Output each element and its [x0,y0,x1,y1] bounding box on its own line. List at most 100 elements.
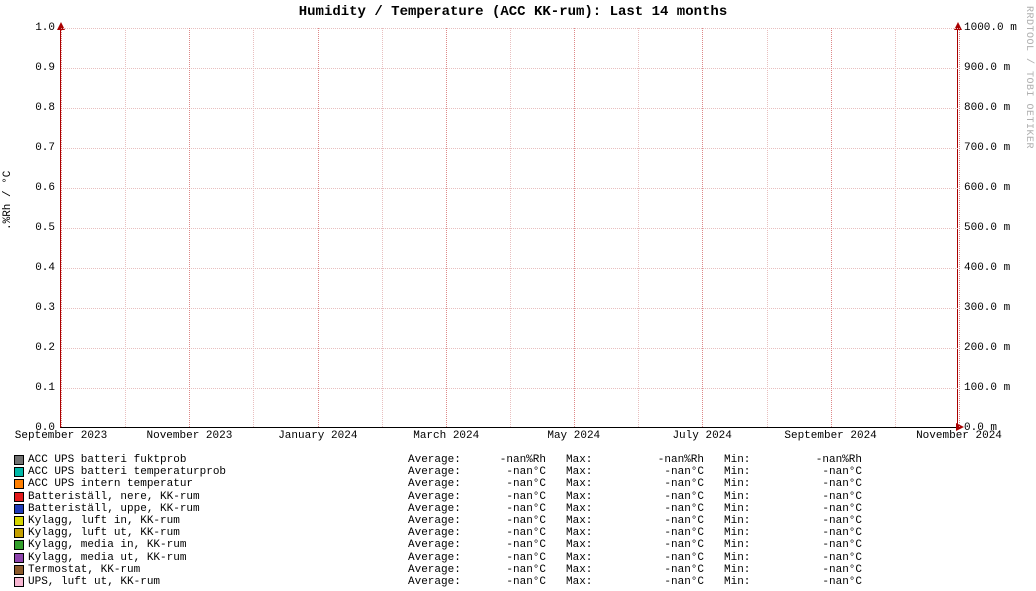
ytick-right-label: 200.0 m [958,342,1028,354]
legend-series-label: ACC UPS intern temperatur [28,478,408,490]
ytick-right-label: 1000.0 m [958,22,1028,34]
legend-stat-key: Min: [724,454,792,466]
ytick-right-label: 300.0 m [958,302,1028,314]
legend-series-label: Kylagg, media ut, KK-rum [28,552,408,564]
legend-stat-value: -nan°C [792,564,862,576]
legend-stat-key: Average: [408,527,476,539]
legend-stat-key: Average: [408,478,476,490]
legend-stat-key: Max: [566,454,634,466]
legend-series-label: ACC UPS batteri temperaturprob [28,466,408,478]
ytick-right-label: 700.0 m [958,142,1028,154]
legend-swatch [14,492,24,502]
legend-row: ACC UPS intern temperaturAverage:-nan°CM… [14,478,1022,490]
legend-stat-key: Average: [408,539,476,551]
ytick-left-label: 0.3 [21,302,61,314]
ytick-right-label: 500.0 m [958,222,1028,234]
legend-stat-value: -nan°C [792,503,862,515]
ytick-right-label: 900.0 m [958,62,1028,74]
legend-swatch [14,467,24,477]
chart-plot-area: 0.00.10.20.30.40.50.60.70.80.91.00.0 m10… [60,28,958,428]
legend-stat-key: Average: [408,552,476,564]
gridline-vertical [510,28,511,427]
legend-series-label: Batteriställ, nere, KK-rum [28,491,408,503]
gridline-vertical [318,28,319,427]
legend-stat-value: -nan°C [476,491,546,503]
ytick-left-label: 0.4 [21,262,61,274]
legend-series-label: UPS, luft ut, KK-rum [28,576,408,588]
legend-stat-value: -nan°C [476,564,546,576]
gridline-vertical [831,28,832,427]
legend-stat-value: -nan°C [634,539,704,551]
legend-swatch [14,455,24,465]
legend: ACC UPS batteri fuktprobAverage:-nan%RhM… [14,454,1022,588]
xtick-label: September 2024 [784,430,876,442]
legend-row: Batteriställ, uppe, KK-rumAverage:-nan°C… [14,503,1022,515]
legend-stat-value: -nan°C [634,478,704,490]
legend-stat-key: Max: [566,491,634,503]
legend-stat-key: Max: [566,503,634,515]
legend-swatch [14,516,24,526]
legend-row: Batteriställ, nere, KK-rumAverage:-nan°C… [14,491,1022,503]
gridline-vertical [446,28,447,427]
legend-stat-value: -nan%Rh [476,454,546,466]
legend-stat-key: Max: [566,552,634,564]
xtick-label: September 2023 [15,430,107,442]
legend-row: Kylagg, luft ut, KK-rumAverage:-nan°CMax… [14,527,1022,539]
legend-stat-value: -nan°C [476,576,546,588]
legend-swatch [14,553,24,563]
gridline-vertical [767,28,768,427]
legend-stat-value: -nan°C [792,539,862,551]
legend-swatch [14,565,24,575]
legend-stat-key: Average: [408,576,476,588]
ytick-left-label: 0.1 [21,382,61,394]
gridline-vertical [189,28,190,427]
legend-stat-key: Max: [566,539,634,551]
legend-stat-key: Average: [408,491,476,503]
legend-series-label: ACC UPS batteri fuktprob [28,454,408,466]
legend-stat-key: Average: [408,564,476,576]
legend-stat-key: Max: [566,466,634,478]
xtick-label: May 2024 [547,430,600,442]
legend-stat-value: -nan°C [476,515,546,527]
legend-stat-value: -nan°C [476,539,546,551]
gridline-vertical [125,28,126,427]
legend-stat-value: -nan°C [634,466,704,478]
legend-stat-value: -nan%Rh [634,454,704,466]
y-axis-left-label: .%Rh / °C [2,171,14,230]
gridline-vertical [61,28,62,427]
legend-stat-value: -nan°C [476,527,546,539]
legend-row: Termostat, KK-rumAverage:-nan°CMax:-nan°… [14,564,1022,576]
legend-series-label: Termostat, KK-rum [28,564,408,576]
legend-series-label: Kylagg, luft ut, KK-rum [28,527,408,539]
legend-stat-value: -nan°C [792,552,862,564]
xtick-label: January 2024 [278,430,357,442]
legend-stat-value: -nan°C [634,552,704,564]
legend-stat-key: Min: [724,527,792,539]
legend-stat-key: Average: [408,466,476,478]
ytick-left-label: 0.2 [21,342,61,354]
legend-stat-key: Max: [566,515,634,527]
legend-stat-value: -nan°C [792,515,862,527]
legend-swatch [14,528,24,538]
legend-stat-value: -nan°C [634,564,704,576]
legend-stat-key: Min: [724,491,792,503]
gridline-vertical [638,28,639,427]
legend-row: Kylagg, media in, KK-rumAverage:-nan°CMa… [14,539,1022,551]
legend-row: ACC UPS batteri fuktprobAverage:-nan%RhM… [14,454,1022,466]
legend-stat-key: Max: [566,564,634,576]
legend-stat-value: -nan°C [634,503,704,515]
legend-swatch [14,479,24,489]
legend-stat-value: -nan°C [792,527,862,539]
legend-stat-value: -nan°C [792,491,862,503]
legend-stat-key: Average: [408,454,476,466]
legend-swatch [14,577,24,587]
legend-stat-value: -nan°C [476,552,546,564]
legend-series-label: Kylagg, media in, KK-rum [28,539,408,551]
legend-row: Kylagg, media ut, KK-rumAverage:-nan°CMa… [14,552,1022,564]
legend-stat-key: Average: [408,503,476,515]
legend-stat-value: -nan°C [792,466,862,478]
legend-stat-key: Min: [724,515,792,527]
xtick-label: November 2023 [146,430,232,442]
gridline-vertical [959,28,960,427]
legend-stat-value: -nan°C [476,466,546,478]
